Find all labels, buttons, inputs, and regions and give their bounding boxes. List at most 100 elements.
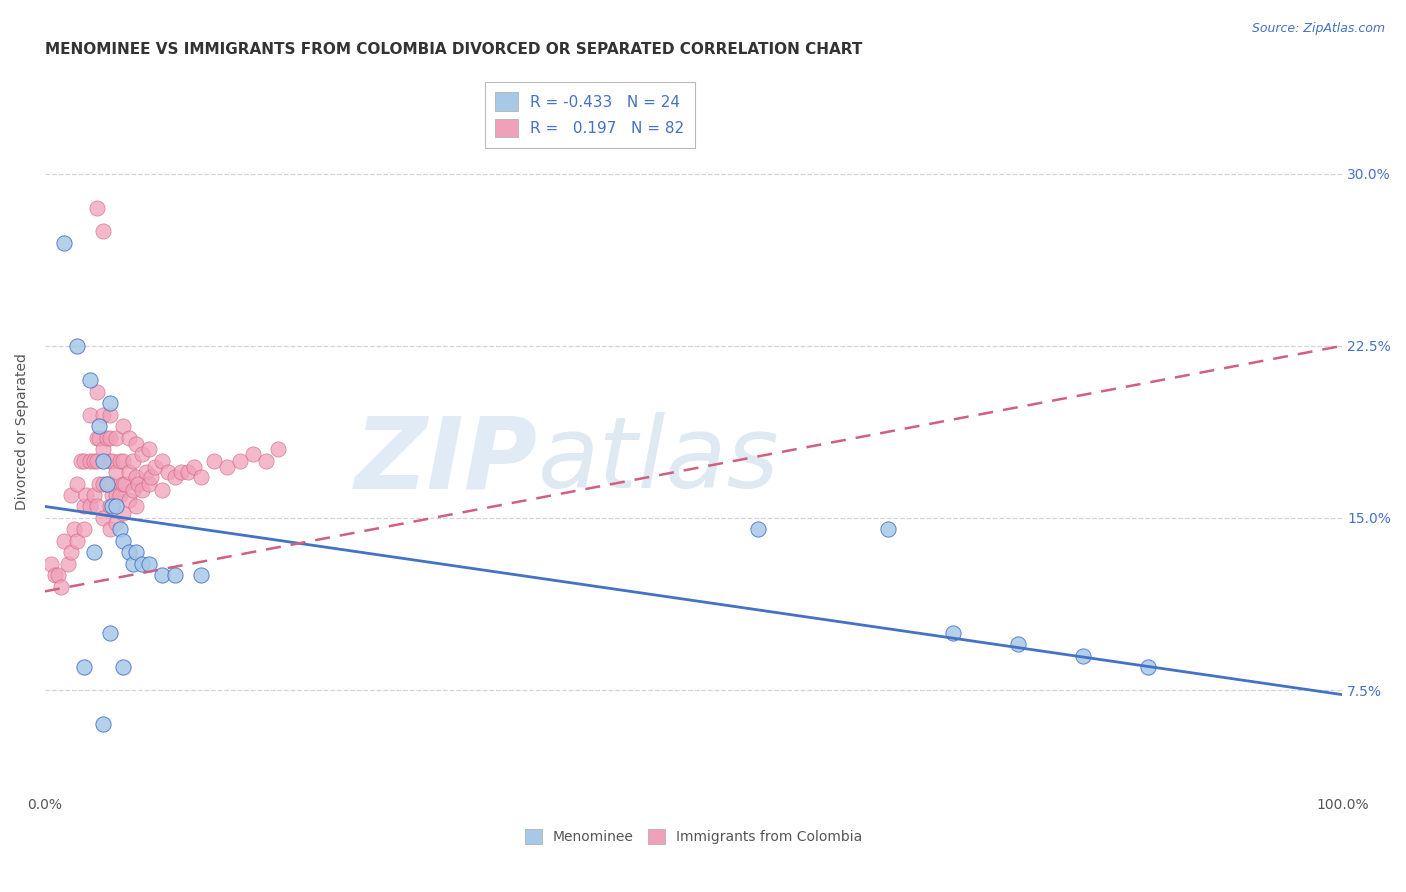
- Point: [118, 465, 141, 479]
- Point: [98, 396, 121, 410]
- Point: [93, 511, 115, 525]
- Point: [1136, 660, 1159, 674]
- Point: [98, 408, 121, 422]
- Point: [170, 465, 193, 479]
- Point: [215, 460, 238, 475]
- Point: [122, 453, 145, 467]
- Point: [110, 523, 132, 537]
- Point: [53, 533, 76, 548]
- Point: [83, 545, 105, 559]
- Point: [110, 453, 132, 467]
- Point: [163, 469, 186, 483]
- Point: [176, 465, 198, 479]
- Point: [86, 453, 108, 467]
- Point: [93, 453, 115, 467]
- Point: [98, 625, 121, 640]
- Point: [49, 580, 72, 594]
- Point: [73, 660, 96, 674]
- Point: [111, 419, 134, 434]
- Point: [190, 568, 212, 582]
- Point: [46, 568, 69, 582]
- Point: [98, 453, 121, 467]
- Point: [1071, 648, 1094, 663]
- Point: [93, 442, 115, 456]
- Point: [66, 339, 89, 353]
- Point: [183, 460, 205, 475]
- Point: [122, 483, 145, 498]
- Point: [96, 431, 118, 445]
- Point: [105, 465, 128, 479]
- Point: [79, 373, 101, 387]
- Point: [1007, 637, 1029, 651]
- Point: [79, 453, 101, 467]
- Point: [125, 545, 148, 559]
- Point: [143, 460, 166, 475]
- Point: [105, 431, 128, 445]
- Point: [118, 545, 141, 559]
- Point: [111, 506, 134, 520]
- Point: [110, 488, 132, 502]
- Point: [59, 488, 82, 502]
- Point: [125, 469, 148, 483]
- Point: [101, 453, 124, 467]
- Point: [83, 453, 105, 467]
- Point: [242, 447, 264, 461]
- Point: [86, 500, 108, 514]
- Point: [138, 557, 160, 571]
- Point: [125, 500, 148, 514]
- Point: [150, 453, 173, 467]
- Text: ZIP: ZIP: [354, 412, 538, 509]
- Point: [93, 476, 115, 491]
- Point: [73, 500, 96, 514]
- Point: [747, 523, 769, 537]
- Point: [101, 500, 124, 514]
- Point: [66, 476, 89, 491]
- Point: [41, 557, 63, 571]
- Point: [122, 557, 145, 571]
- Point: [76, 488, 98, 502]
- Point: [98, 523, 121, 537]
- Point: [86, 201, 108, 215]
- Point: [70, 453, 93, 467]
- Point: [53, 235, 76, 250]
- Point: [228, 453, 250, 467]
- Point: [163, 568, 186, 582]
- Point: [86, 431, 108, 445]
- Point: [125, 437, 148, 451]
- Point: [111, 453, 134, 467]
- Point: [98, 476, 121, 491]
- Point: [138, 442, 160, 456]
- Point: [135, 465, 157, 479]
- Point: [111, 476, 134, 491]
- Point: [73, 453, 96, 467]
- Text: Source: ZipAtlas.com: Source: ZipAtlas.com: [1251, 22, 1385, 36]
- Point: [105, 500, 128, 514]
- Point: [93, 408, 115, 422]
- Point: [131, 447, 153, 461]
- Point: [111, 533, 134, 548]
- Point: [105, 488, 128, 502]
- Point: [96, 476, 118, 491]
- Point: [59, 545, 82, 559]
- Point: [89, 476, 111, 491]
- Point: [98, 500, 121, 514]
- Point: [131, 483, 153, 498]
- Point: [190, 469, 212, 483]
- Point: [66, 533, 89, 548]
- Point: [138, 476, 160, 491]
- Point: [114, 476, 136, 491]
- Point: [111, 660, 134, 674]
- Point: [118, 492, 141, 507]
- Legend: Menominee, Immigrants from Colombia: Menominee, Immigrants from Colombia: [526, 830, 862, 844]
- Point: [202, 453, 225, 467]
- Point: [877, 523, 900, 537]
- Point: [58, 557, 80, 571]
- Point: [79, 408, 101, 422]
- Point: [942, 625, 965, 640]
- Point: [86, 384, 108, 399]
- Point: [118, 431, 141, 445]
- Text: MENOMINEE VS IMMIGRANTS FROM COLOMBIA DIVORCED OR SEPARATED CORRELATION CHART: MENOMINEE VS IMMIGRANTS FROM COLOMBIA DI…: [45, 42, 862, 57]
- Point: [267, 442, 290, 456]
- Point: [89, 419, 111, 434]
- Point: [157, 465, 180, 479]
